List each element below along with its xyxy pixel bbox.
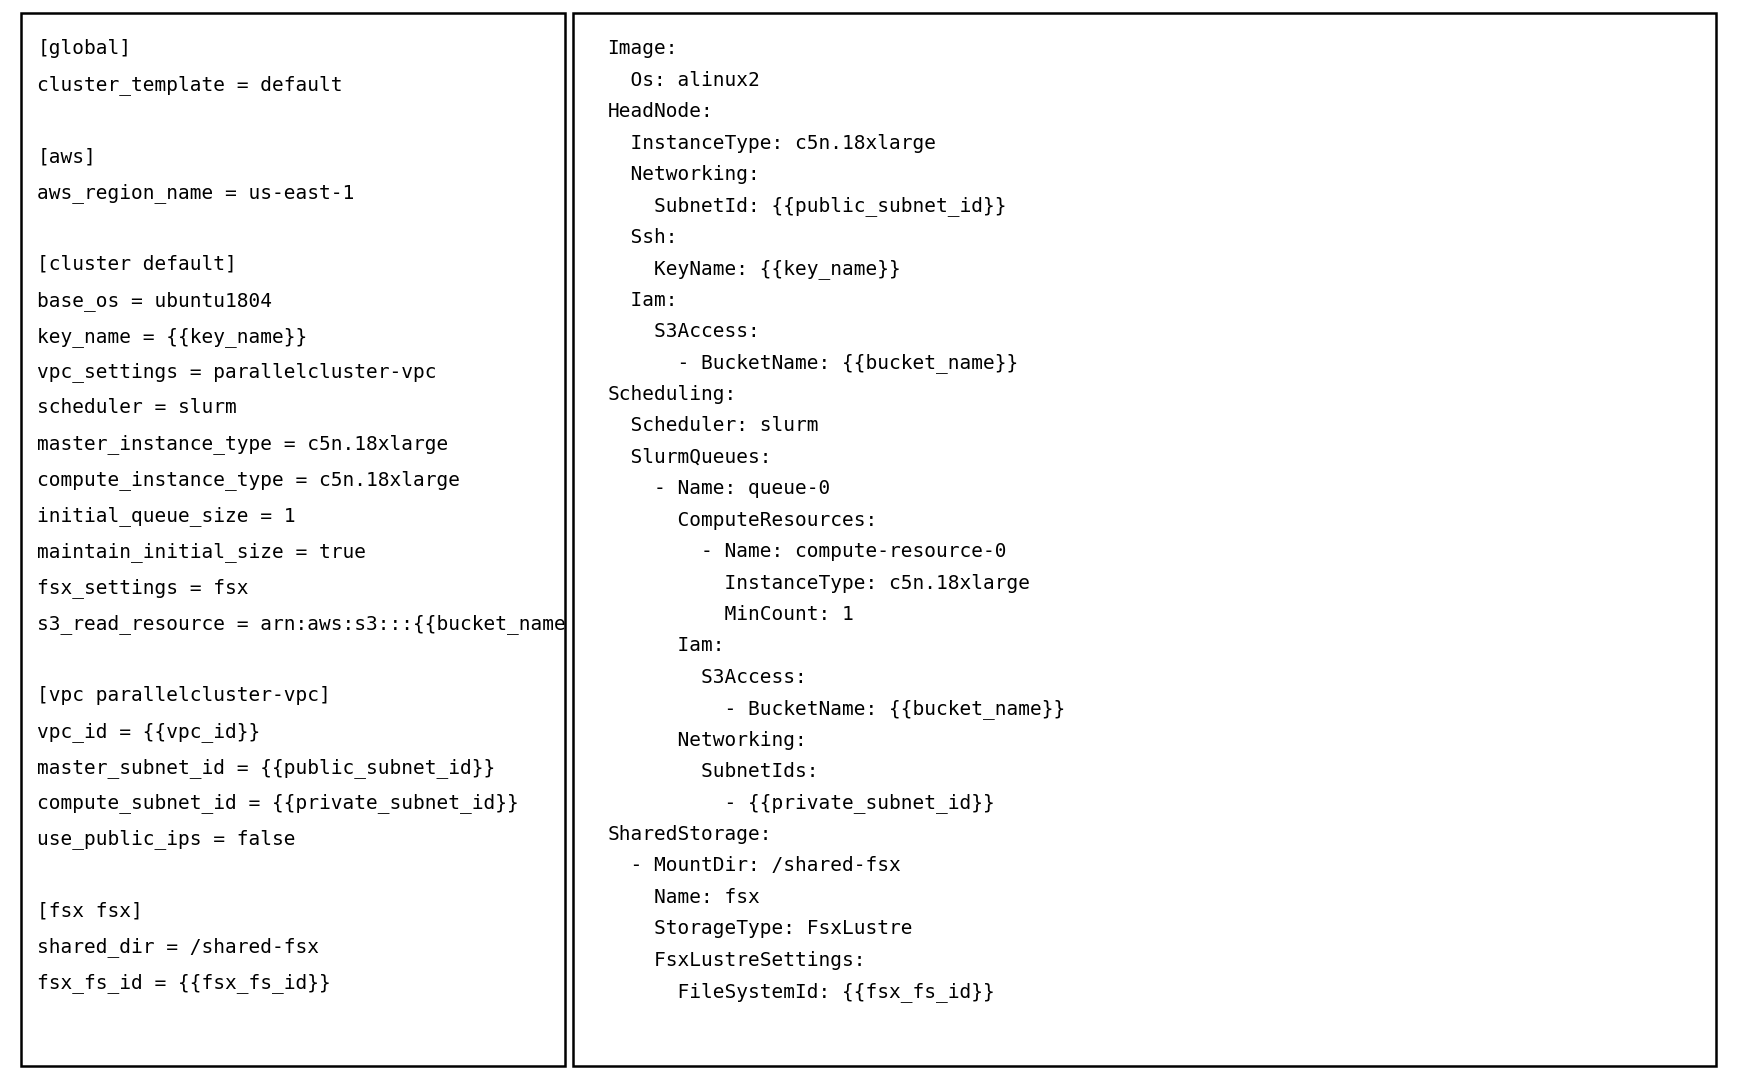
- Text: SlurmQueues:: SlurmQueues:: [608, 448, 771, 467]
- Text: vpc_settings = parallelcluster-vpc: vpc_settings = parallelcluster-vpc: [36, 363, 436, 382]
- Text: key_name = {{key_name}}: key_name = {{key_name}}: [36, 327, 307, 346]
- FancyBboxPatch shape: [21, 13, 565, 1066]
- Text: fsx_fs_id = {{fsx_fs_id}}: fsx_fs_id = {{fsx_fs_id}}: [36, 973, 332, 993]
- Text: Ssh:: Ssh:: [608, 228, 677, 247]
- Text: SubnetId: {{public_subnet_id}}: SubnetId: {{public_subnet_id}}: [608, 196, 1007, 217]
- Text: - MountDir: /shared-fsx: - MountDir: /shared-fsx: [608, 857, 902, 875]
- Text: s3_read_resource = arn:aws:s3:::{{bucket_name}}/*: s3_read_resource = arn:aws:s3:::{{bucket…: [36, 614, 613, 633]
- Text: - Name: queue-0: - Name: queue-0: [608, 479, 830, 498]
- Text: master_subnet_id = {{public_subnet_id}}: master_subnet_id = {{public_subnet_id}}: [36, 757, 495, 778]
- Text: Iam:: Iam:: [608, 290, 677, 310]
- Text: S3Access:: S3Access:: [608, 668, 808, 687]
- Text: SharedStorage:: SharedStorage:: [608, 825, 771, 844]
- Text: Os: alinux2: Os: alinux2: [608, 71, 761, 90]
- Text: aws_region_name = us-east-1: aws_region_name = us-east-1: [36, 183, 354, 203]
- Text: Networking:: Networking:: [608, 730, 808, 750]
- Text: StorageType: FsxLustre: StorageType: FsxLustre: [608, 919, 914, 939]
- Text: KeyName: {{key_name}}: KeyName: {{key_name}}: [608, 259, 902, 279]
- FancyBboxPatch shape: [573, 13, 1716, 1066]
- Text: Name: fsx: Name: fsx: [608, 888, 761, 906]
- Text: InstanceType: c5n.18xlarge: InstanceType: c5n.18xlarge: [608, 134, 936, 152]
- Text: Scheduling:: Scheduling:: [608, 385, 736, 404]
- Text: S3Access:: S3Access:: [608, 323, 761, 341]
- Text: - BucketName: {{bucket_name}}: - BucketName: {{bucket_name}}: [608, 354, 1018, 373]
- Text: compute_instance_type = c5n.18xlarge: compute_instance_type = c5n.18xlarge: [36, 470, 460, 490]
- Text: master_instance_type = c5n.18xlarge: master_instance_type = c5n.18xlarge: [36, 435, 448, 454]
- Text: base_os = ubuntu1804: base_os = ubuntu1804: [36, 290, 273, 311]
- Text: HeadNode:: HeadNode:: [608, 103, 714, 121]
- Text: [fsx fsx]: [fsx fsx]: [36, 901, 142, 920]
- Text: - BucketName: {{bucket_name}}: - BucketName: {{bucket_name}}: [608, 699, 1067, 720]
- Text: vpc_id = {{vpc_id}}: vpc_id = {{vpc_id}}: [36, 722, 261, 741]
- Text: scheduler = slurm: scheduler = slurm: [36, 398, 236, 418]
- Text: - Name: compute-resource-0: - Name: compute-resource-0: [608, 542, 1007, 561]
- Text: FsxLustreSettings:: FsxLustreSettings:: [608, 951, 867, 970]
- Text: Iam:: Iam:: [608, 637, 724, 655]
- Text: FileSystemId: {{fsx_fs_id}}: FileSystemId: {{fsx_fs_id}}: [608, 982, 995, 1002]
- Text: - {{private_subnet_id}}: - {{private_subnet_id}}: [608, 793, 995, 814]
- Text: Scheduler: slurm: Scheduler: slurm: [608, 416, 820, 436]
- Text: compute_subnet_id = {{private_subnet_id}}: compute_subnet_id = {{private_subnet_id}…: [36, 793, 519, 814]
- Text: shared_dir = /shared-fsx: shared_dir = /shared-fsx: [36, 938, 320, 957]
- Text: [cluster default]: [cluster default]: [36, 255, 236, 274]
- Text: MinCount: 1: MinCount: 1: [608, 605, 855, 624]
- Text: [aws]: [aws]: [36, 147, 96, 166]
- Text: initial_queue_size = 1: initial_queue_size = 1: [36, 506, 295, 527]
- Text: SubnetIds:: SubnetIds:: [608, 762, 820, 781]
- Text: ComputeResources:: ComputeResources:: [608, 510, 877, 530]
- Text: InstanceType: c5n.18xlarge: InstanceType: c5n.18xlarge: [608, 574, 1030, 592]
- Text: cluster_template = default: cluster_template = default: [36, 76, 342, 95]
- Text: [vpc parallelcluster-vpc]: [vpc parallelcluster-vpc]: [36, 686, 332, 705]
- Text: fsx_settings = fsx: fsx_settings = fsx: [36, 578, 248, 598]
- Text: [global]: [global]: [36, 39, 132, 58]
- Text: Image:: Image:: [608, 39, 677, 58]
- Text: use_public_ips = false: use_public_ips = false: [36, 830, 295, 849]
- Text: maintain_initial_size = true: maintain_initial_size = true: [36, 542, 367, 562]
- Text: Networking:: Networking:: [608, 165, 761, 185]
